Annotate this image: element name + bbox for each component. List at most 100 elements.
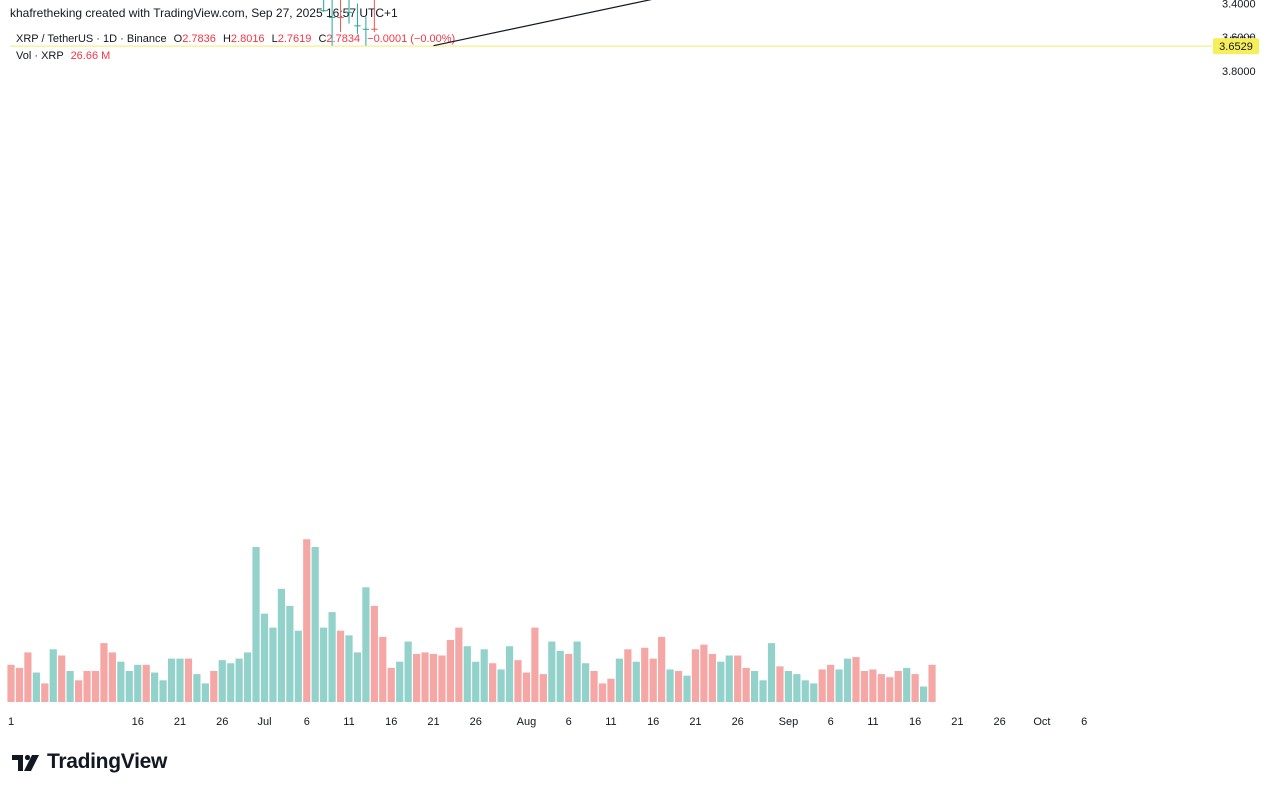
volume-bar [429,653,438,702]
tradingview-brand[interactable]: TradingView [12,750,167,774]
volume-bar [877,674,885,702]
symbol-legend: XRP / TetherUS · 1D · Binance O2.7836 H2… [16,33,455,45]
volume-bar [227,663,235,702]
volume-bar [49,649,57,702]
volume-bar [784,671,792,702]
volume-bar [903,667,911,702]
volume-bar [911,674,919,702]
volume-bar [472,661,480,702]
x-tick-label: 11 [343,716,354,728]
volume-bar [362,587,370,702]
volume-bar [810,683,818,702]
volume-bar [565,653,573,702]
volume-bar [83,671,91,702]
volume-bar [193,674,201,702]
candle [362,16,370,46]
candle [328,0,336,46]
x-tick-label: 6 [304,716,310,728]
volume-bar [683,675,691,702]
volume-bar [691,649,700,702]
x-tick-label: 1 [8,716,14,728]
volume-bar [387,667,395,702]
volume-bar [117,661,125,702]
volume-bar [159,680,167,702]
x-tick-label: 16 [909,716,921,728]
volume-label[interactable]: Vol · XRP [16,50,64,62]
volume-bar [700,644,708,702]
resistance-price-tag-bg [1213,38,1259,55]
volume-bar [379,636,387,702]
candle [371,0,378,33]
x-tick-label: 21 [951,716,963,728]
volume-bar [260,613,269,702]
volume-bar [421,652,429,702]
volume-bar [734,655,742,702]
volume-bar [438,655,446,702]
volume-bar [100,643,108,702]
volume-bar [869,669,877,702]
volume-bar [134,664,142,702]
x-tick-label: 21 [174,716,186,728]
volume-bar [505,646,514,702]
volume-bar [801,680,809,702]
volume-bar [353,652,362,702]
tradingview-logo-icon [12,751,42,773]
volume-bar [489,663,497,702]
volume-bar [108,652,116,702]
volume-bar [522,672,531,702]
volume-bar [615,658,623,702]
x-tick-label: 16 [647,716,659,728]
volume-bar [24,652,32,702]
volume-bar [345,635,353,702]
y-tick-label: 3.4000 [1222,0,1256,10]
candle-body [345,11,353,13]
x-tick-label: 26 [470,716,482,728]
volume-bar [658,636,666,702]
x-tick-label: Sep [779,716,799,728]
volume-bar [497,669,505,702]
volume-bar [184,658,193,702]
x-tick-label: 26 [732,716,744,728]
volume-bar [125,671,133,702]
volume-bar [277,588,285,702]
volume-bar [151,672,159,702]
x-tick-label: 16 [385,716,397,728]
candle-body [320,10,327,12]
volume-bar [235,658,243,702]
volume-bar [894,671,902,702]
volume-bar [843,658,852,702]
candle-body [362,28,370,30]
volume-bar [827,664,835,702]
volume-bar [886,677,894,702]
ohlc-open-label: O [173,33,183,45]
candle-body [328,16,336,18]
brand-name: TradingView [47,750,168,773]
volume-bar [58,655,66,702]
symbol-name[interactable]: XRP / TetherUS · 1D · Binance [16,33,167,45]
ohlc-close-label: C [318,33,327,45]
volume-bar [674,671,683,702]
ohlc-change-value: −0.0001 (−0.00%) [367,33,456,45]
resistance-price-tag: 3.6529 [1213,38,1259,55]
ohlc-open-value: 2.7836 [182,33,216,45]
volume-bar [514,660,522,702]
ohlc-low-value: 2.7619 [277,33,312,45]
volume-bar [548,641,556,702]
price-chart[interactable]: 3.80003.60003.40003.20003.00002.80002.60… [0,0,1280,740]
candle [345,0,353,24]
volume-bar [286,605,294,702]
volume-bar [582,663,590,702]
volume-bar [91,671,100,702]
volume-bar [742,667,750,702]
volume-bar [66,671,74,702]
volume-bar [590,671,598,702]
x-tick-label: 21 [689,716,701,728]
volume-bar [776,666,784,702]
volume-bar [666,669,674,702]
volume-bar [320,627,328,702]
volume-bar [556,650,564,702]
x-tick-label: 21 [427,716,439,728]
descending-trendline [433,0,652,47]
ohlc-close-value: 2.7834 [326,33,361,45]
x-tick-label: 6 [828,716,834,728]
